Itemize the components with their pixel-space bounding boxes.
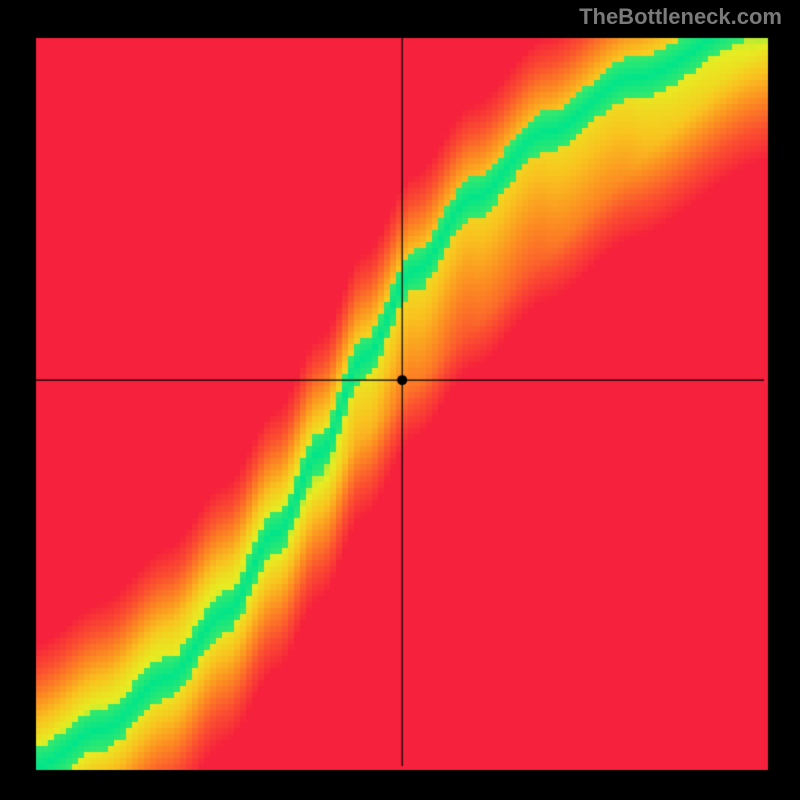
chart-container: TheBottleneck.com bbox=[0, 0, 800, 800]
watermark-text: TheBottleneck.com bbox=[579, 4, 782, 30]
bottleneck-heatmap bbox=[0, 0, 800, 800]
